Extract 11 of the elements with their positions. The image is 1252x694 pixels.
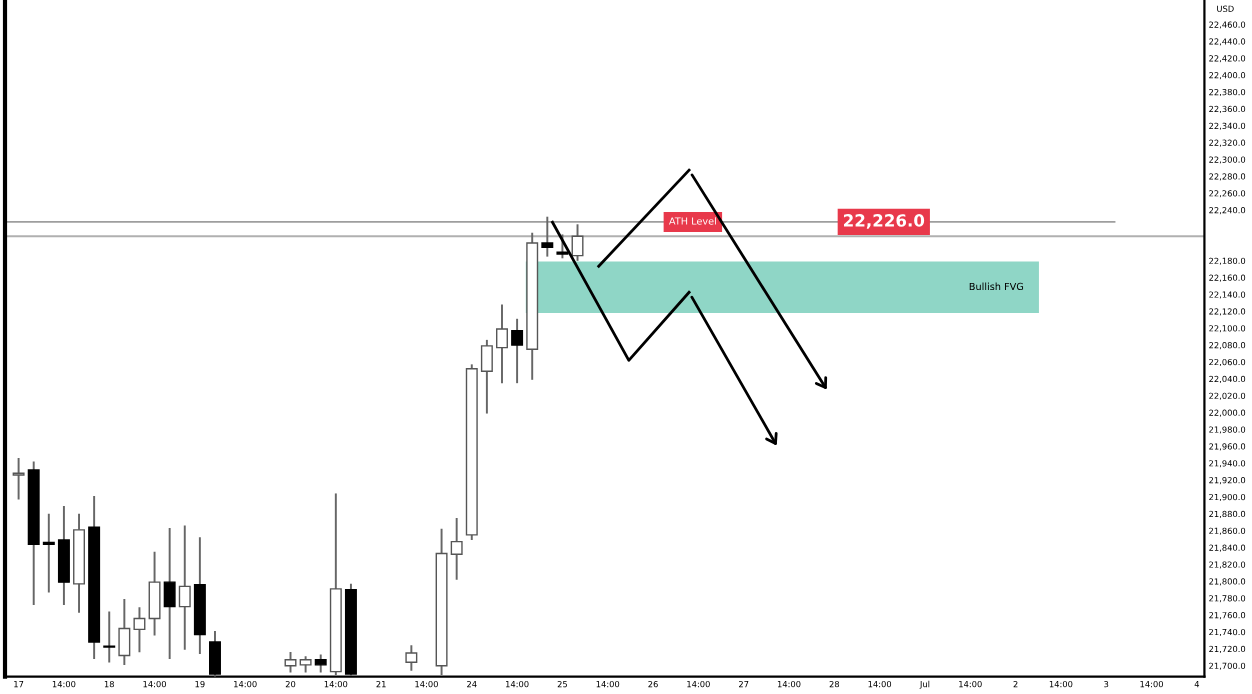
candlestick [284,652,297,673]
candlestick [556,234,569,259]
candlestick [405,645,418,671]
annotation: 22,226.0 [844,214,925,229]
candlestick [103,611,116,663]
candlestick [511,318,524,384]
candlestick [148,551,161,636]
candlestick [571,224,584,261]
candlestick [178,525,191,650]
candlestick [163,528,176,660]
candlestick [12,458,25,500]
